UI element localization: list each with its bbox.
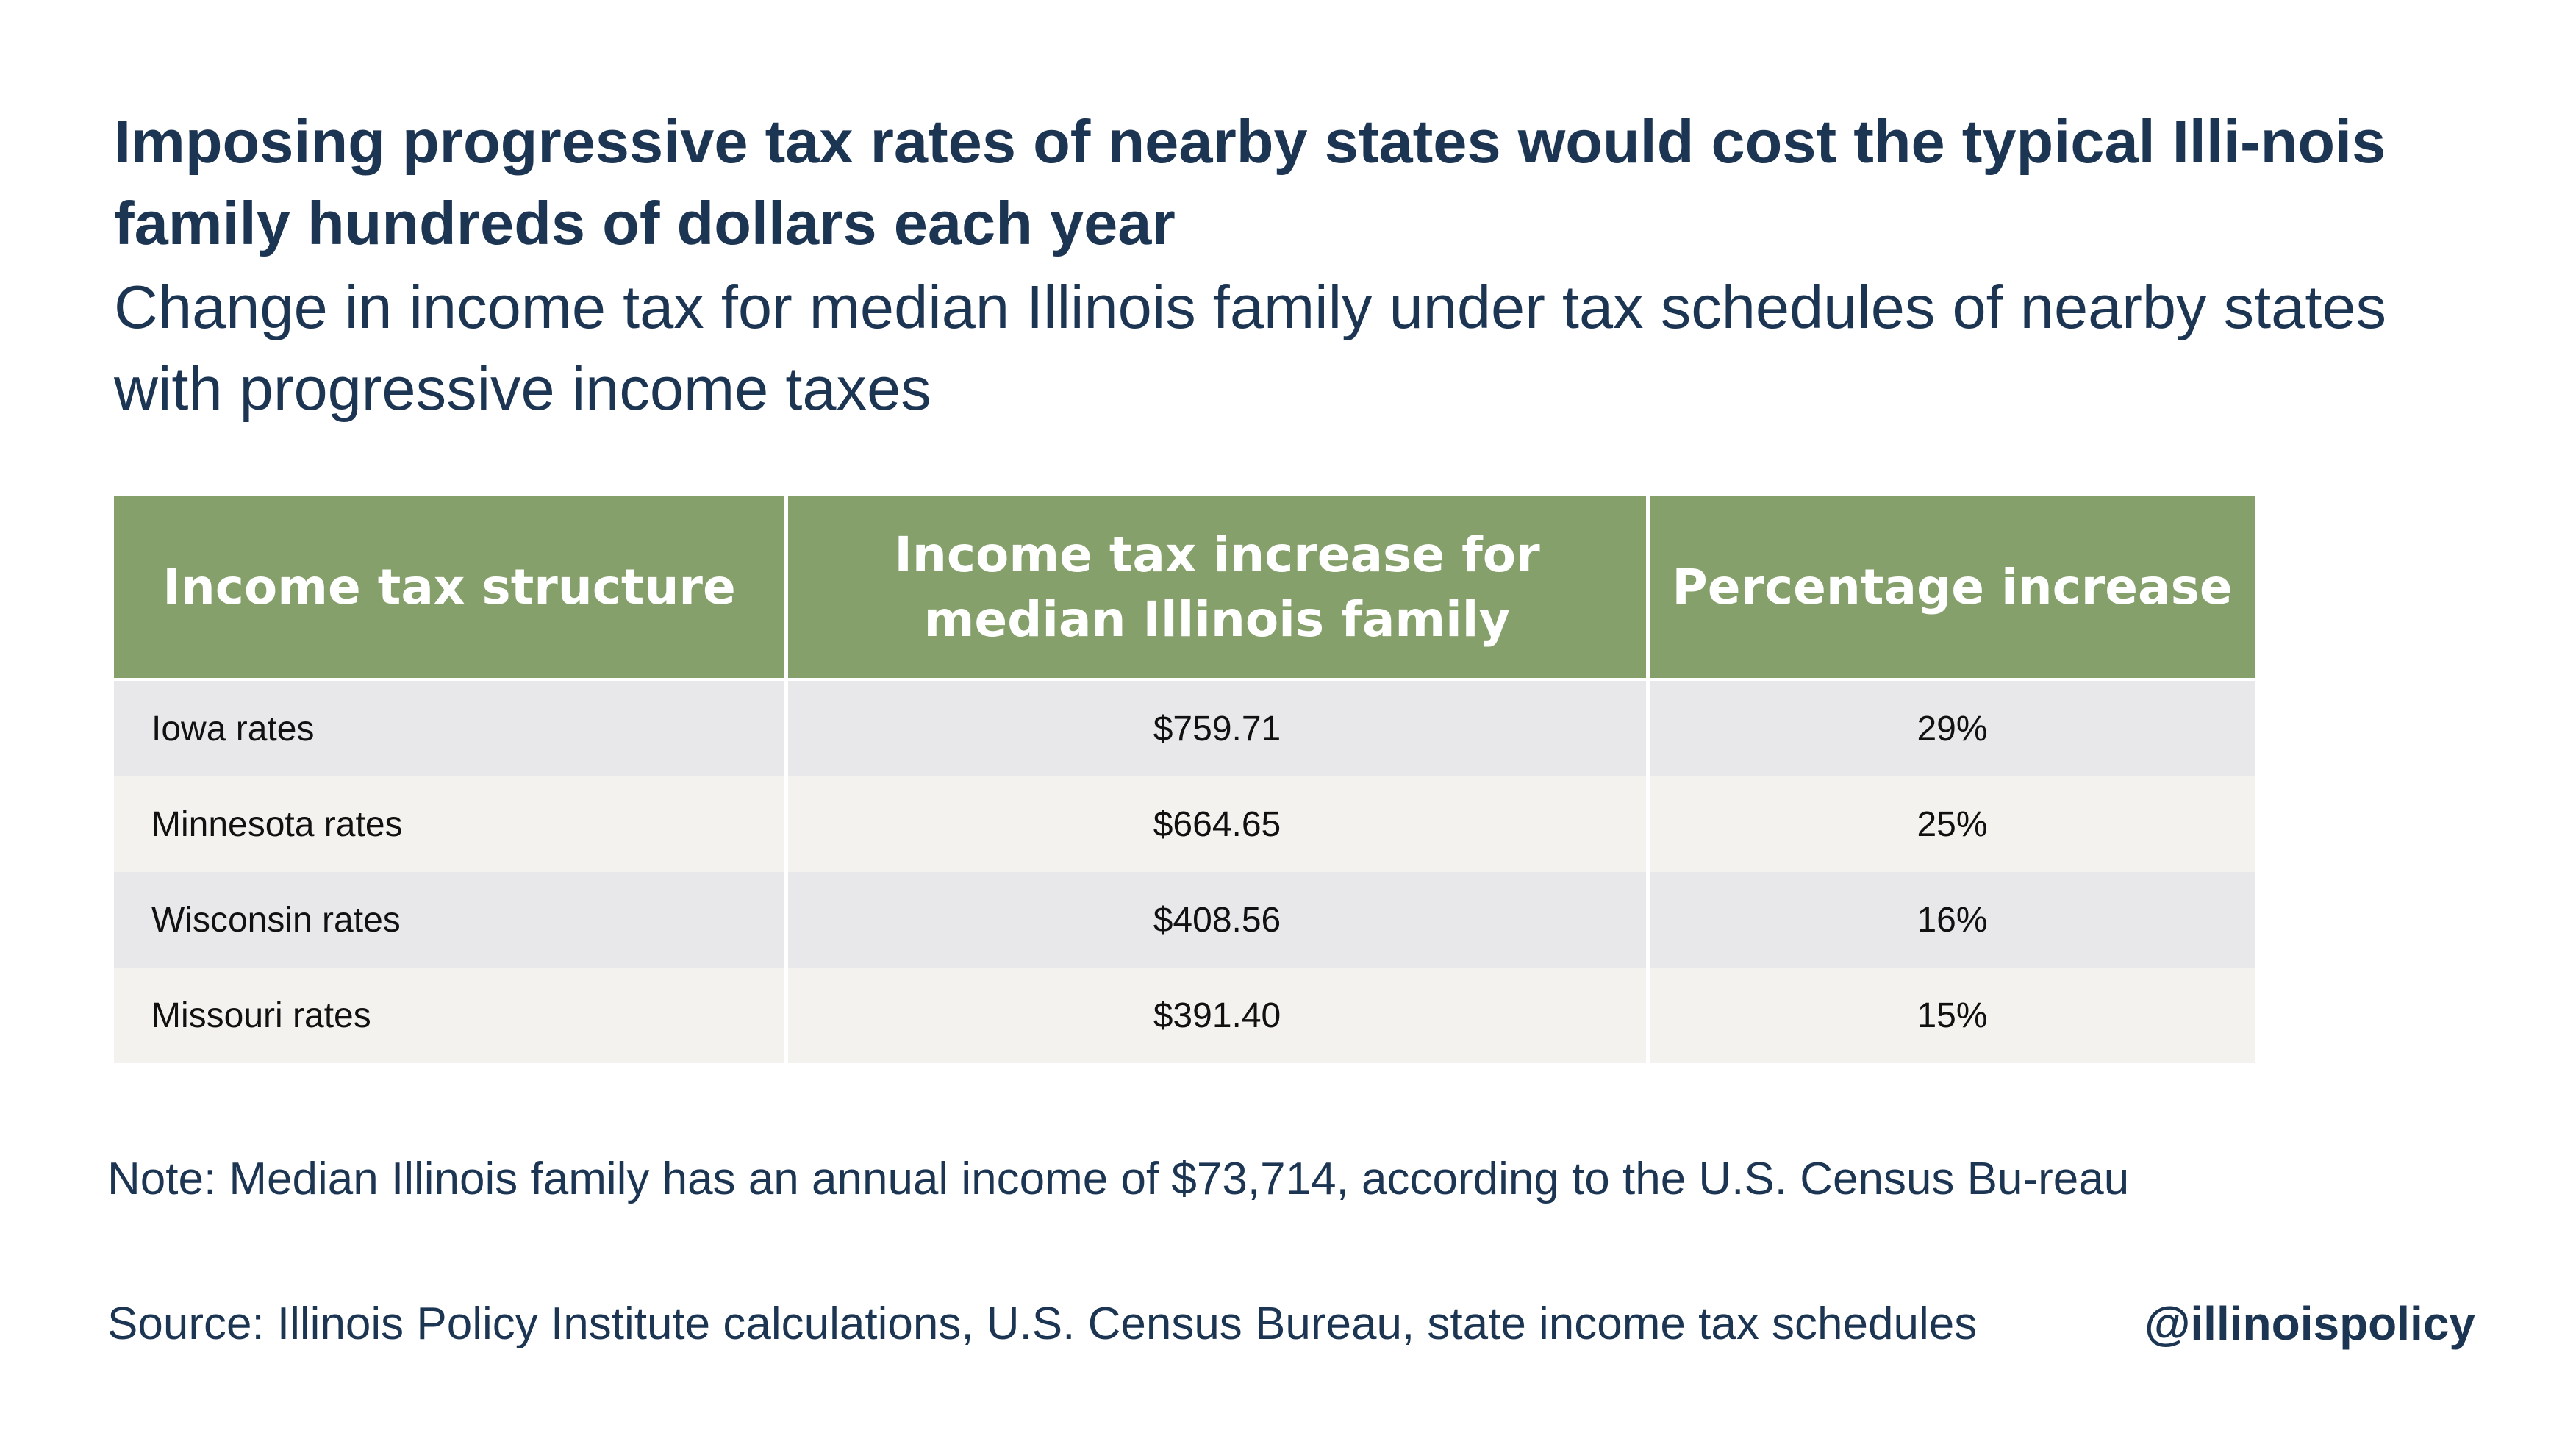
table-cell-percentage: 29% xyxy=(1650,681,2255,776)
header-percentage: Percentage increase xyxy=(1650,496,2255,678)
table-cell-structure: Minnesota rates xyxy=(114,776,784,872)
table-cell-increase: $759.71 xyxy=(788,681,1646,776)
table-cell-percentage: 25% xyxy=(1650,776,2255,872)
table-cell-increase: $391.40 xyxy=(788,968,1646,1063)
chart-subtitle: Change in income tax for median Illinois… xyxy=(114,273,2387,423)
table-cell-percentage: 16% xyxy=(1650,872,2255,968)
table-cell-structure: Missouri rates xyxy=(114,968,784,1063)
social-handle: @illinoispolicy xyxy=(2144,1297,2475,1350)
table-cell-percentage: 15% xyxy=(1650,968,2255,1063)
table-cell-structure: Wisconsin rates xyxy=(114,872,784,968)
footnote: Note: Median Illinois family has an annu… xyxy=(107,1154,2130,1204)
table-cell-structure: Iowa rates xyxy=(114,681,784,776)
chart-title: Imposing progressive tax rates of nearby… xyxy=(114,107,2386,257)
header-structure: Income tax structure xyxy=(114,496,784,678)
source-note: Source: Illinois Policy Institute calcul… xyxy=(107,1298,1978,1349)
header-increase: Income tax increase for median Illinois … xyxy=(788,496,1646,678)
data-table: Income tax structure Income tax increase … xyxy=(114,496,2255,1064)
table-cell-increase: $664.65 xyxy=(788,776,1646,872)
table-cell-increase: $408.56 xyxy=(788,872,1646,968)
